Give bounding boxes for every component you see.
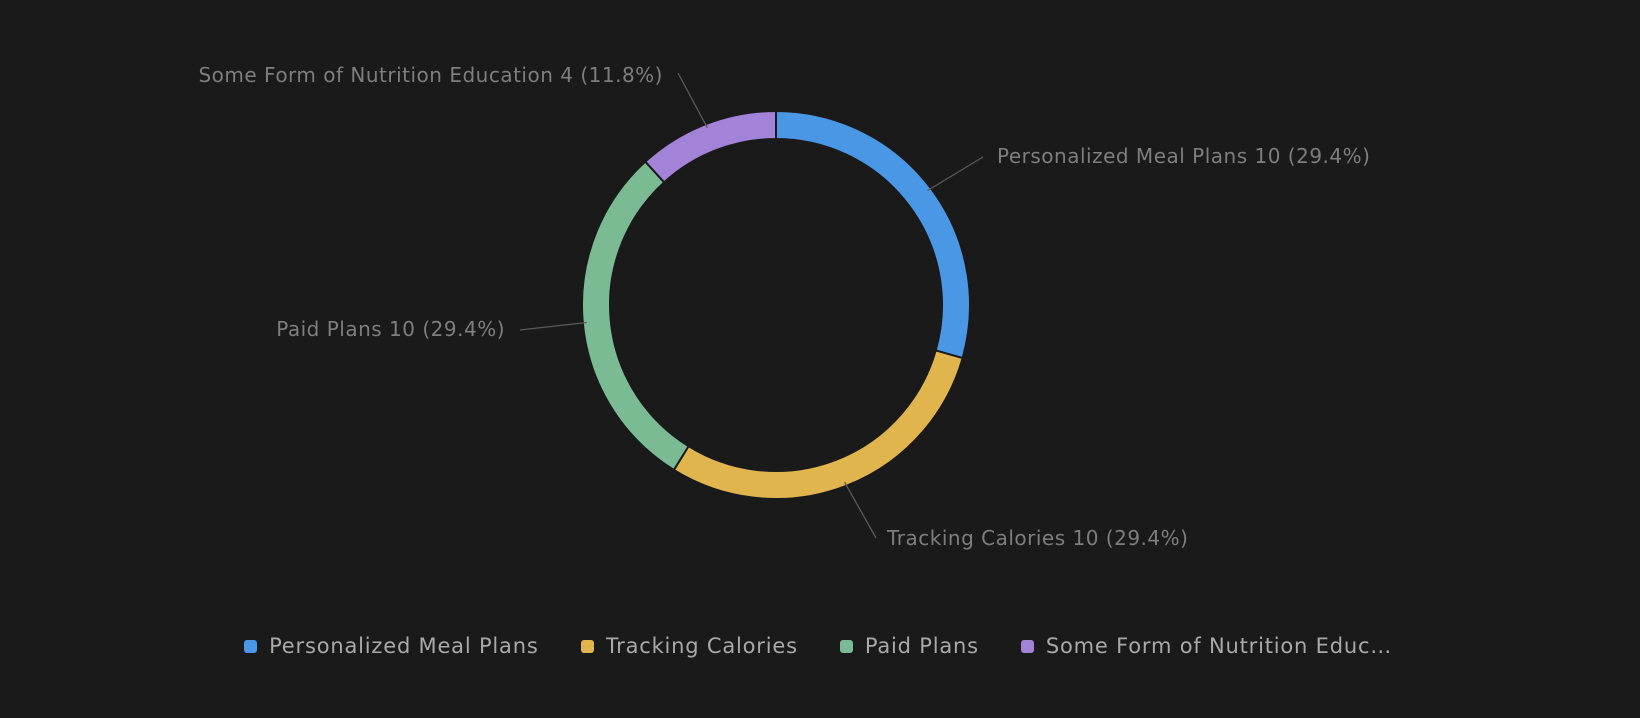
slice-label-name: Tracking Calories (886, 526, 1066, 550)
legend-item[interactable]: Personalized Meal Plans (244, 634, 539, 658)
legend-label: Personalized Meal Plans (269, 634, 539, 658)
legend-label: Some Form of Nutrition Education (1045, 634, 1396, 658)
donut-segment (643, 109, 777, 184)
slice-label-name: Paid Plans (276, 317, 382, 341)
slice-label: Personalized Meal Plans 10 (29.4%) (997, 144, 1370, 168)
legend-swatch (839, 639, 853, 653)
chart: Personalized Meal Plans 10 (29.4%)Tracki… (198, 63, 1370, 550)
legend: Personalized Meal Plans Tracking Calories… (0, 634, 1640, 658)
slice-label: Paid Plans 10 (29.4%) (276, 317, 505, 341)
legend-item[interactable]: Paid Plans (839, 634, 979, 658)
legend-label: Tracking Calories (605, 634, 798, 658)
legend-item[interactable]: Some Form of Nutrition Education (1020, 634, 1396, 658)
donut-segment (775, 109, 971, 360)
donut-segment (581, 160, 690, 472)
slice-label-value: 10 (29.4%) (1255, 144, 1371, 168)
leader-line (519, 321, 587, 331)
slice-label-value: 4 (11.8%) (560, 63, 663, 87)
leader-line (677, 72, 708, 129)
slice-label-value: 10 (29.4%) (389, 317, 505, 341)
slice-label: Tracking Calories 10 (29.4%) (886, 526, 1188, 550)
legend-item[interactable]: Tracking Calories (580, 634, 798, 658)
slice-label-value: 10 (29.4%) (1073, 526, 1189, 550)
slice-label-name: Personalized Meal Plans (997, 144, 1248, 168)
legend-swatch (1020, 639, 1034, 653)
legend-swatch (580, 639, 594, 653)
legend-swatch (244, 639, 258, 653)
slice-label-name: Some Form of Nutrition Education (198, 63, 553, 87)
leader-line (927, 156, 984, 192)
slice-label: Some Form of Nutrition Education 4 (11.8… (198, 63, 663, 87)
legend-label: Paid Plans (864, 634, 979, 658)
donut-segment (672, 349, 964, 500)
leader-line (844, 481, 877, 539)
